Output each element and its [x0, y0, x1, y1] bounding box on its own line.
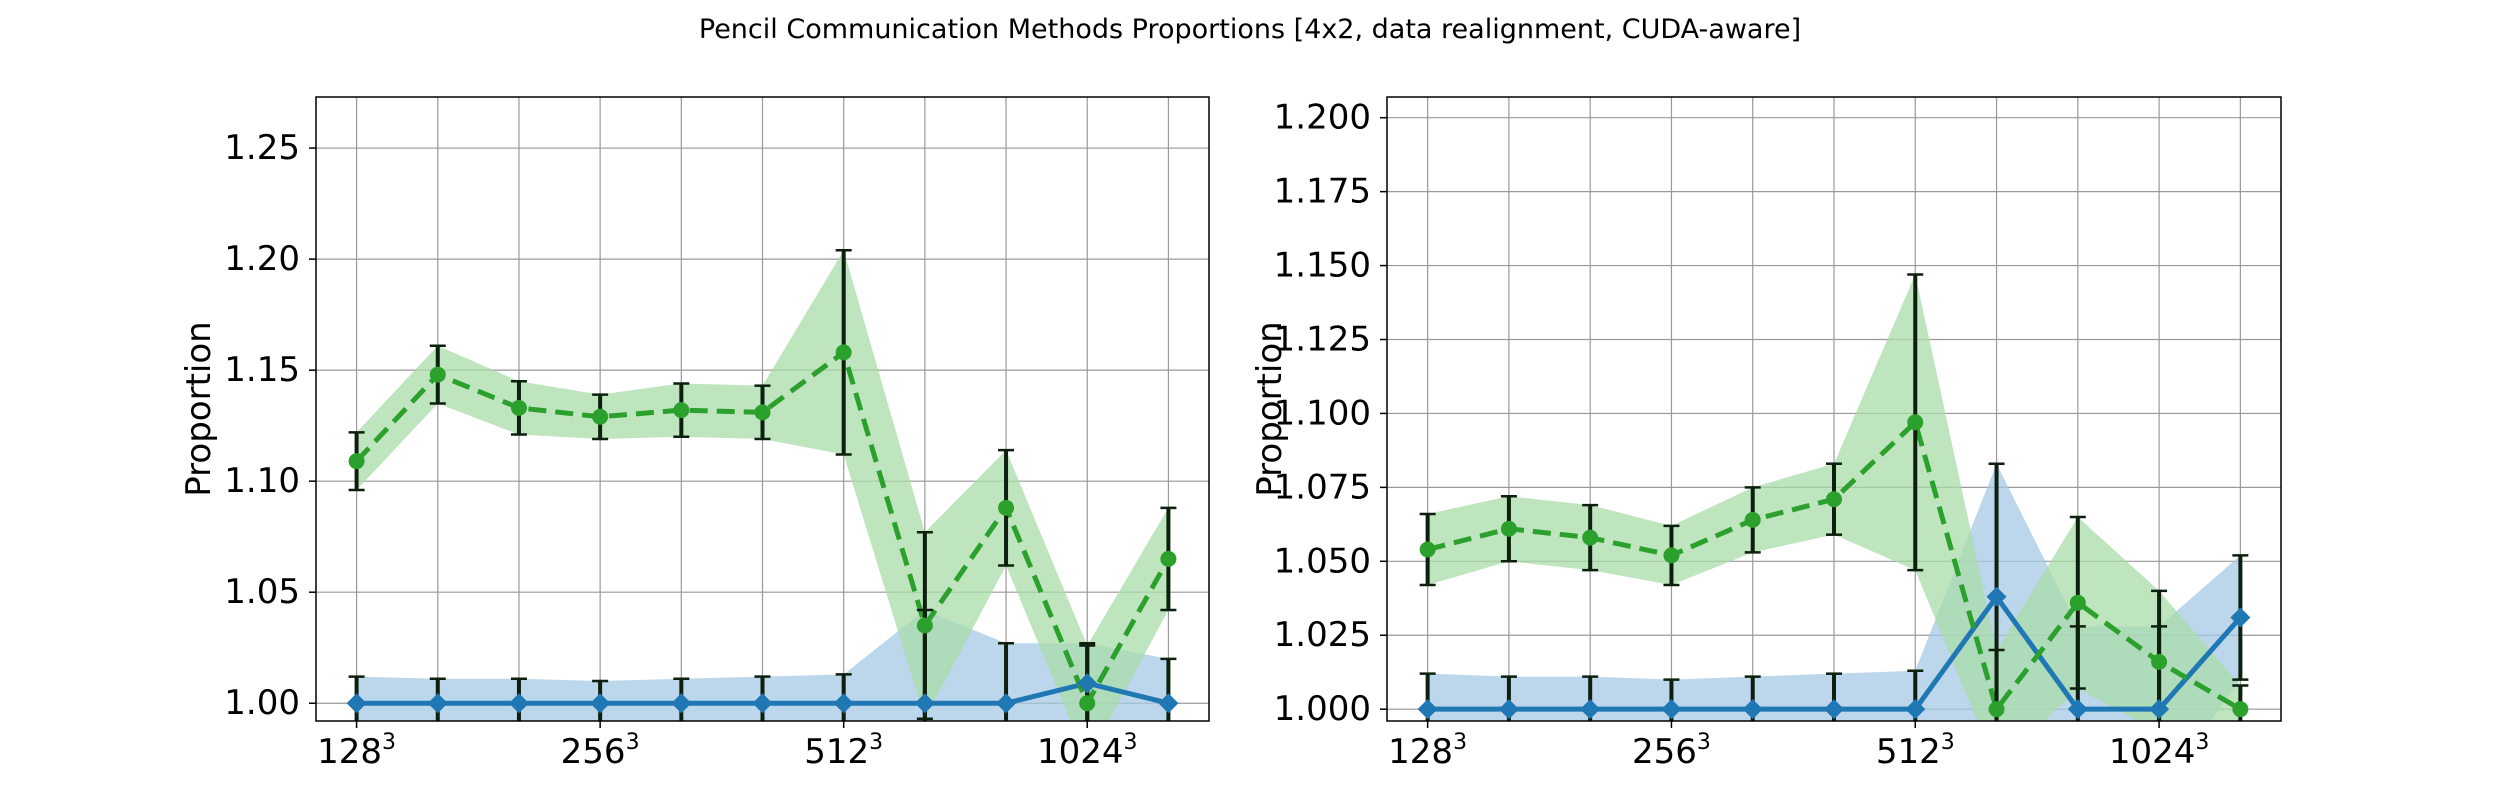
- data-point-diamond: [671, 693, 692, 714]
- x-tick-label: 2563: [561, 730, 640, 772]
- y-tick-label: 1.100: [1274, 393, 1371, 433]
- data-point-diamond: [1580, 699, 1601, 720]
- data-point-diamond: [2230, 607, 2251, 628]
- data-point-diamond: [2067, 699, 2088, 720]
- data-point-diamond: [1158, 693, 1179, 714]
- data-point-circle: [1419, 541, 1436, 558]
- plot-content: [1417, 273, 2251, 721]
- data-point-circle: [1907, 414, 1924, 431]
- figure-title: Pencil Communication Methods Proportions…: [698, 14, 1802, 45]
- data-point-diamond: [833, 693, 854, 714]
- y-tick-label: 1.15: [224, 350, 300, 390]
- data-point-circle: [1663, 547, 1680, 564]
- y-tick-label: 1.05: [224, 572, 300, 612]
- data-point-circle: [348, 453, 365, 470]
- data-point-diamond: [1661, 699, 1682, 720]
- x-tick-label: 5123: [804, 730, 883, 772]
- series-line-2: [354, 349, 1171, 706]
- data-point-diamond: [2149, 699, 2170, 720]
- x-tick-label: 10243: [1037, 730, 1138, 772]
- data-point-diamond: [1905, 699, 1926, 720]
- confidence-band-series-2: [356, 250, 1169, 721]
- data-point-circle: [1582, 529, 1599, 546]
- y-tick-label: 1.00: [224, 683, 300, 723]
- y-tick-label: 1.050: [1274, 541, 1371, 581]
- y-tick-label: 1.10: [224, 461, 300, 501]
- data-point-circle: [754, 404, 771, 421]
- data-point-diamond: [914, 693, 935, 714]
- data-point-diamond: [508, 693, 529, 714]
- y-tick-label: 1.175: [1274, 172, 1371, 212]
- y-tick-label: 1.20: [224, 239, 300, 279]
- data-point-circle: [1826, 491, 1842, 508]
- data-point-circle: [2151, 653, 2168, 670]
- y-tick-label: 1.000: [1274, 689, 1371, 729]
- data-point-circle: [1500, 520, 1517, 537]
- data-point-diamond: [590, 693, 611, 714]
- data-point-circle: [916, 617, 933, 634]
- data-point-diamond: [427, 693, 448, 714]
- plot-content: [346, 248, 1179, 721]
- y-tick-label: 1.025: [1274, 615, 1371, 655]
- data-point-circle: [2069, 594, 2086, 611]
- data-point-circle: [510, 399, 527, 416]
- data-point-circle: [1988, 701, 2005, 718]
- grid: [316, 97, 1209, 721]
- data-point-circle: [2232, 701, 2249, 718]
- y-tick-label: 1.25: [224, 128, 300, 168]
- data-point-circle: [592, 408, 609, 425]
- data-point-circle: [1160, 550, 1177, 567]
- data-point-circle: [998, 499, 1015, 516]
- data-point-diamond: [1824, 699, 1844, 720]
- data-point-circle: [1079, 695, 1096, 712]
- data-point-diamond: [1742, 699, 1763, 720]
- data-point-circle: [673, 402, 690, 419]
- data-point-diamond: [1986, 586, 2007, 607]
- y-tick-label: 1.150: [1274, 246, 1371, 286]
- data-point-circle: [835, 344, 852, 361]
- y-tick-label: 1.075: [1274, 467, 1371, 507]
- data-point-diamond: [996, 693, 1017, 714]
- y-axis-label: Proportion: [179, 321, 219, 496]
- x-tick-label: 10243: [2109, 730, 2210, 772]
- plot-panel-1: 1.00 1.05 1.10 1.15 1.20 1.25 1283 2563 5123 1024…: [179, 96, 1210, 772]
- data-point-circle: [1744, 511, 1761, 528]
- data-point-diamond: [1077, 673, 1098, 694]
- y-axis-label: Proportion: [1250, 321, 1290, 496]
- data-point-diamond: [346, 693, 367, 714]
- y-tick-label: 1.125: [1274, 320, 1371, 360]
- axes-frame: [1386, 96, 2282, 722]
- x-tick-label: 1283: [1388, 730, 1467, 772]
- data-point-diamond: [752, 693, 773, 714]
- axes-frame: [315, 96, 1210, 722]
- plot-panel-2: 1.000 1.025 1.050 1.075 1.100 1.125 1.150 1.175…: [1250, 96, 2282, 772]
- x-tick-label: 5123: [1876, 730, 1955, 772]
- data-point-circle: [429, 366, 446, 383]
- y-tick-label: 1.200: [1274, 98, 1371, 138]
- x-tick-label: 1283: [317, 730, 396, 772]
- data-point-diamond: [1498, 699, 1519, 720]
- x-tick-label: 2563: [1632, 730, 1711, 772]
- data-point-diamond: [1417, 699, 1438, 720]
